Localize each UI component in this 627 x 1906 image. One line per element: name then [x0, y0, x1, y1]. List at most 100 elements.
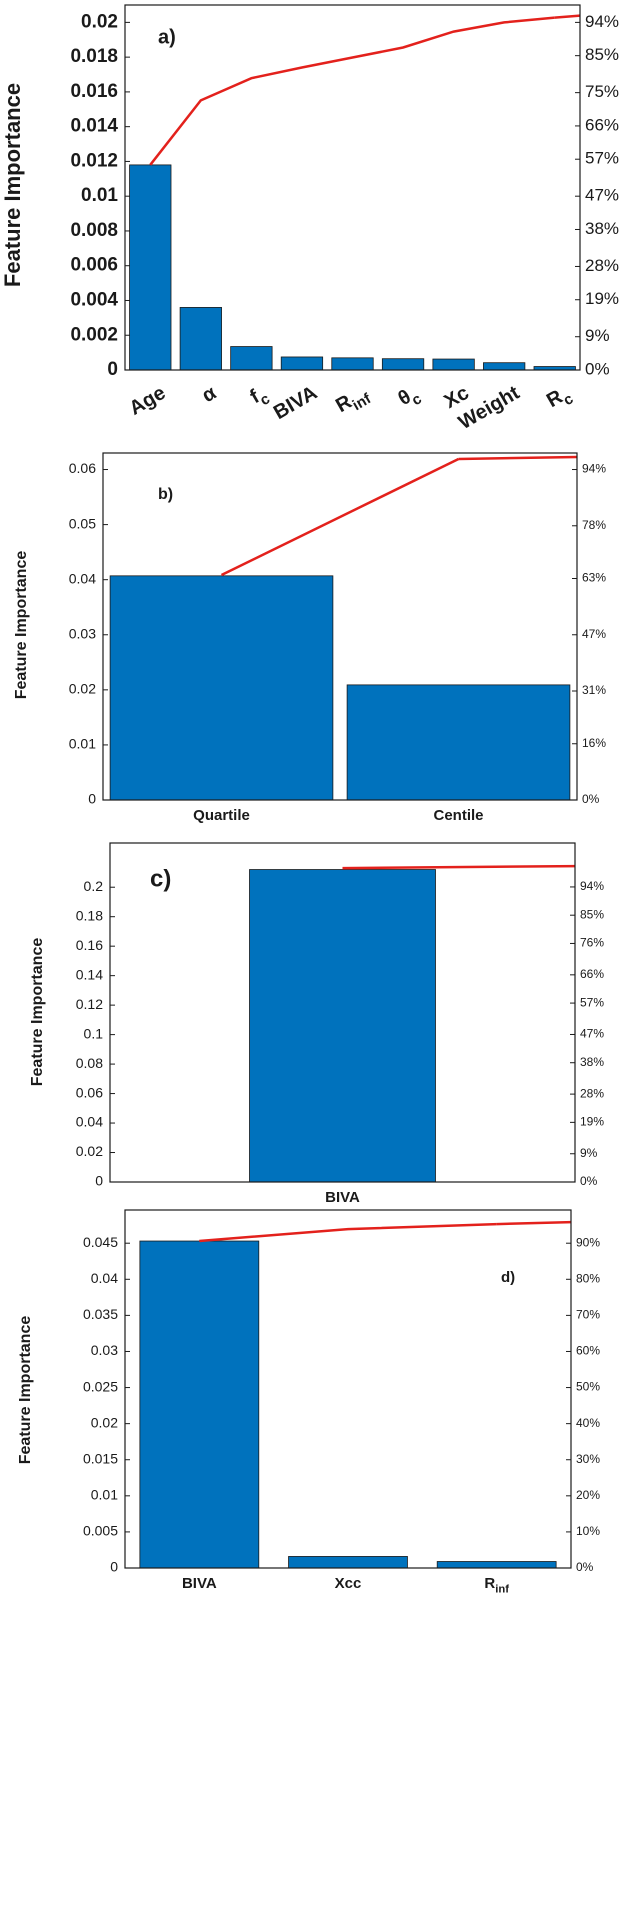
- y2-tick-label: 16%: [582, 736, 606, 750]
- bar: [109, 575, 334, 801]
- y-tick-label: 0.008: [70, 220, 118, 241]
- y2-tick-label: 0%: [580, 1174, 598, 1188]
- bar: [432, 358, 475, 371]
- x-tick-label: Rc: [543, 382, 576, 417]
- y-tick-label: 0.01: [69, 736, 96, 752]
- y2-tick-label: 57%: [580, 995, 604, 1009]
- x-tick-label: BIVA: [325, 1189, 360, 1206]
- y-tick-label: 0.002: [70, 324, 118, 345]
- y2-tick-label: 94%: [585, 12, 619, 31]
- y2-tick-label: 47%: [580, 1027, 604, 1041]
- y2-tick-label: 31%: [582, 683, 606, 697]
- panel-label: b): [158, 486, 173, 503]
- bar: [230, 346, 273, 371]
- y2-tick-label: 28%: [580, 1086, 604, 1100]
- y2-tick-label: 50%: [576, 1380, 600, 1394]
- x-tick-label: θc: [395, 382, 425, 415]
- x-tick-label-subscript: inf: [495, 1583, 509, 1595]
- y-tick-label: 0: [107, 359, 118, 380]
- y2-tick-label: 0%: [582, 792, 600, 806]
- y-tick-label: 0.08: [76, 1055, 103, 1071]
- y-tick-label: 0.012: [70, 150, 118, 171]
- y-tick-label: 0.06: [76, 1084, 103, 1100]
- y-axis-label: Feature Importance: [13, 551, 30, 700]
- y2-tick-label: 66%: [585, 115, 619, 134]
- y2-tick-label: 90%: [576, 1235, 600, 1249]
- y-tick-label: 0.04: [91, 1270, 118, 1286]
- y2-tick-label: 20%: [576, 1488, 600, 1502]
- y-tick-label: 0.045: [83, 1234, 118, 1250]
- y2-tick-label: 9%: [585, 326, 610, 345]
- y2-tick-label: 80%: [576, 1271, 600, 1285]
- y-tick-label: 0.2: [84, 878, 104, 894]
- bar: [346, 684, 571, 801]
- bar: [436, 1561, 557, 1569]
- y2-tick-label: 76%: [580, 936, 604, 950]
- cumulative-line-extension: [496, 1220, 572, 1226]
- y2-tick-label: 85%: [585, 45, 619, 64]
- bar: [288, 1556, 408, 1569]
- y2-tick-label: 66%: [580, 967, 604, 981]
- x-tick-label: Quartile: [193, 807, 250, 824]
- y2-tick-label: 28%: [585, 256, 619, 275]
- x-tick-label: Rinf: [484, 1575, 509, 1595]
- y2-tick-label: 9%: [580, 1146, 598, 1160]
- y2-tick-label: 85%: [580, 907, 604, 921]
- y2-tick-label: 63%: [582, 571, 606, 585]
- bar: [483, 362, 526, 371]
- y-tick-label: 0: [110, 1559, 118, 1575]
- y-tick-label: 0.18: [76, 907, 103, 923]
- x-tick-label: Rinf: [332, 381, 375, 421]
- x-tick-label: fc: [247, 382, 273, 413]
- y-tick-label: 0.1: [84, 1025, 104, 1041]
- y2-tick-label: 38%: [585, 219, 619, 238]
- y-tick-label: 0: [88, 791, 96, 807]
- y2-tick-label: 94%: [580, 879, 604, 893]
- y2-tick-label: 10%: [576, 1524, 600, 1538]
- y-tick-label: 0.05: [69, 515, 96, 531]
- cumulative-line-extension: [342, 864, 576, 870]
- x-tick-label: BIVA: [182, 1575, 217, 1592]
- panel-label: a): [158, 26, 176, 48]
- bar: [139, 1240, 260, 1569]
- y-axis-label: Feature Importance: [0, 83, 25, 287]
- cumulative-line-extension: [458, 455, 578, 461]
- x-tick-label: Xcc: [335, 1575, 362, 1592]
- cumulative-line: [220, 457, 460, 577]
- y-tick-label: 0: [95, 1173, 103, 1189]
- y-tick-label: 0.04: [69, 570, 96, 586]
- y-tick-label: 0.016: [70, 81, 118, 102]
- axes-frame: [124, 1209, 572, 1569]
- y-tick-label: 0.01: [91, 1487, 118, 1503]
- y2-tick-label: 38%: [580, 1055, 604, 1069]
- y-axis-label: Feature Importance: [29, 938, 46, 1087]
- bar: [179, 307, 222, 371]
- x-tick-label: BIVA: [270, 382, 321, 424]
- y-tick-label: 0.03: [91, 1342, 118, 1358]
- y-tick-label: 0.03: [69, 625, 96, 641]
- panel-label: c): [150, 865, 171, 892]
- y-tick-label: 0.04: [76, 1114, 103, 1130]
- axes-frame: [124, 4, 581, 371]
- y2-tick-label: 75%: [585, 82, 619, 101]
- x-tick-label: Centile: [433, 807, 483, 824]
- bar: [129, 164, 172, 371]
- y2-tick-label: 60%: [576, 1344, 600, 1358]
- y2-tick-label: 30%: [576, 1452, 600, 1466]
- y2-tick-label: 19%: [585, 289, 619, 308]
- y2-tick-label: 19%: [580, 1115, 604, 1129]
- y-tick-label: 0.015: [83, 1450, 118, 1466]
- axes-frame: [109, 842, 576, 1183]
- y-tick-label: 0.02: [81, 11, 118, 32]
- y-axis-label: Feature Importance: [17, 1316, 34, 1465]
- y-tick-label: 0.005: [83, 1523, 118, 1539]
- y2-tick-label: 47%: [585, 186, 619, 205]
- x-tick-label: Age: [126, 382, 170, 420]
- y-tick-label: 0.006: [70, 255, 118, 276]
- cumulative-line: [149, 16, 555, 166]
- y2-tick-label: 57%: [585, 149, 619, 168]
- bar: [381, 358, 425, 371]
- cumulative-line: [199, 1222, 497, 1243]
